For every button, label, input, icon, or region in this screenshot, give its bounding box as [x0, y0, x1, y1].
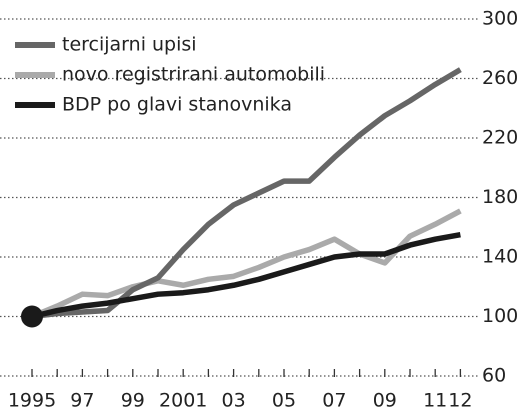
- x-tick-label: 11: [423, 390, 447, 412]
- start-dot: [21, 305, 43, 328]
- x-tick-label: 97: [70, 390, 94, 412]
- x-tick-label: 09: [373, 390, 397, 412]
- x-tick-label: 12: [448, 390, 472, 412]
- y-tick-label: 180: [482, 186, 518, 208]
- y-tick-label: 220: [482, 127, 518, 149]
- y-tick-label: 60: [482, 365, 506, 387]
- legend-label: novo registrirani automobili: [62, 64, 325, 86]
- x-tick-label: 2001: [159, 390, 207, 412]
- y-tick-label: 260: [482, 67, 518, 89]
- x-tick-label: 05: [272, 390, 296, 412]
- x-tick-label: 99: [121, 390, 145, 412]
- series-line: [31, 67, 462, 320]
- y-tick-label: 300: [482, 8, 518, 30]
- series-line: [31, 231, 461, 320]
- y-tick-label: 100: [482, 305, 518, 327]
- x-tick-label: 1995: [8, 390, 56, 412]
- series-line: [30, 208, 462, 320]
- x-tick-label: 03: [222, 390, 246, 412]
- legend-label: BDP po glavi stanovnika: [62, 94, 292, 116]
- legend-label: tercijarni upisi: [62, 34, 197, 56]
- x-tick-label: 07: [322, 390, 346, 412]
- y-tick-label: 140: [482, 246, 518, 268]
